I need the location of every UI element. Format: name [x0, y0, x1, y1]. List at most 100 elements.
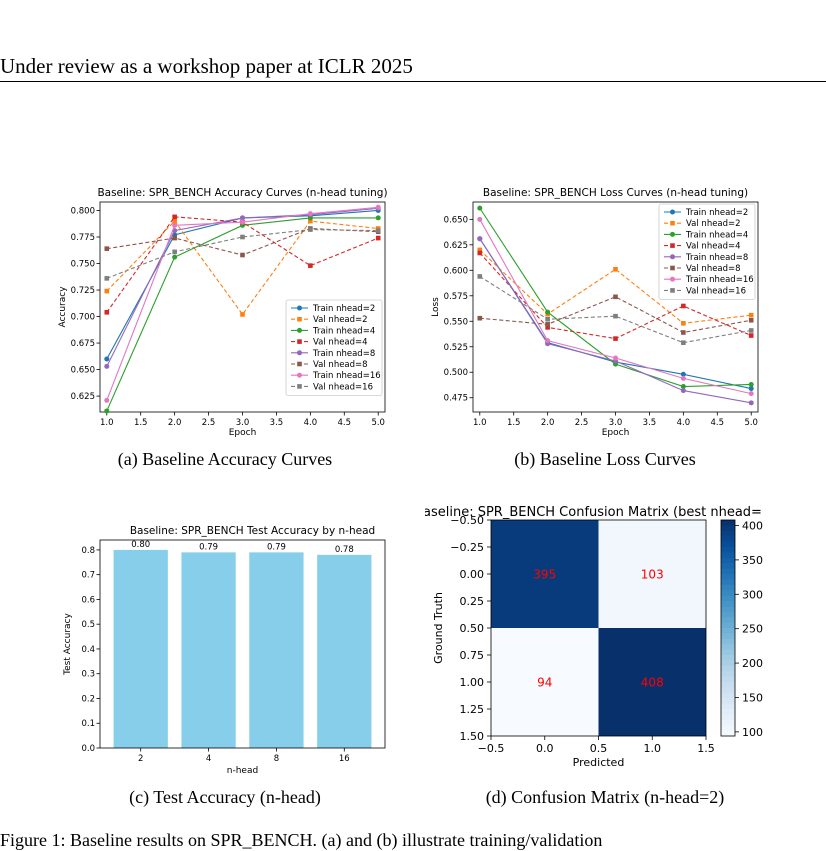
data-point [681, 303, 686, 309]
colorbar-segment [721, 628, 735, 634]
bar-data-label: 0.79 [199, 542, 218, 552]
confusion-matrix-chart: aseline: SPR_BENCH Confusion Matrix (bes… [425, 505, 763, 769]
data-point [477, 236, 483, 242]
colorbar-segment [721, 547, 735, 553]
heatmap-cell [598, 520, 706, 628]
y-tick-label: 0.3 [81, 670, 95, 680]
colorbar-segment [721, 725, 735, 732]
colorbar-segment [721, 649, 735, 656]
colorbar-segment [721, 622, 735, 629]
data-point [748, 400, 754, 406]
data-point [240, 219, 245, 225]
data-point [375, 235, 381, 241]
y-axis-label: Ground Truth [432, 592, 445, 664]
bar-data-label: 0.80 [131, 540, 150, 550]
y-tick-label: 0.50 [460, 622, 485, 635]
data-point [748, 328, 754, 333]
data-point [172, 235, 177, 241]
data-point [240, 252, 245, 258]
legend-marker [297, 372, 302, 378]
data-point [748, 391, 754, 397]
series-line [106, 216, 379, 313]
chart-title: Baseline: SPR_BENCH Loss Curves (n-head … [483, 187, 748, 199]
caption-a: (a) Baseline Accuracy Curves [117, 449, 333, 469]
data-point [477, 274, 483, 279]
data-point [545, 322, 550, 327]
legend-label: Train nhead=4 [312, 326, 375, 336]
data-point [172, 218, 177, 224]
x-tick-label: 4.5 [338, 418, 352, 428]
colorbar-segment [721, 687, 735, 694]
colorbar-segment [721, 579, 735, 586]
legend-label: Val nhead=16 [686, 286, 746, 296]
colorbar-segment [721, 530, 735, 537]
data-point [104, 310, 110, 315]
data-point [681, 321, 686, 326]
colorbar-segment [721, 698, 735, 705]
y-tick-label: 0.800 [71, 206, 95, 216]
legend-label: Train nhead=2 [312, 304, 375, 314]
bar [181, 552, 236, 748]
colorbar-tick-label: 250 [742, 623, 763, 636]
colorbar-tick-label: 150 [742, 691, 763, 704]
x-tick-label: 5.0 [744, 418, 758, 428]
legend-marker [297, 327, 302, 333]
legend-label: Train nhead=4 [685, 230, 748, 240]
legend-marker [670, 220, 675, 226]
y-tick-label: 0.8 [81, 546, 95, 556]
y-tick-label: 0.7 [81, 571, 95, 581]
test-accuracy-chart: Baseline: SPR_BENCH Test Accuracy by n-h… [63, 525, 386, 776]
x-tick-label: 0.5 [590, 742, 608, 755]
y-tick-label: 0.600 [444, 266, 468, 276]
heatmap-cell [598, 628, 706, 736]
y-tick-label: 0.625 [444, 241, 468, 251]
data-point [307, 211, 313, 217]
legend-label: Val nhead=2 [686, 219, 741, 229]
cell-value: 408 [641, 676, 664, 690]
colorbar-segment [721, 655, 735, 661]
legend-label: Train nhead=16 [685, 275, 754, 285]
data-point [477, 315, 483, 321]
colorbar-segment [721, 644, 735, 651]
colorbar-segment [721, 574, 735, 580]
x-axis-label: Predicted [573, 756, 625, 769]
y-tick-label: 0.4 [81, 645, 95, 655]
chart-title: Baseline: SPR_BENCH Accuracy Curves (n-h… [97, 187, 387, 199]
data-point [613, 355, 618, 361]
data-point [104, 397, 110, 403]
colorbar-frame [720, 519, 736, 737]
data-point [680, 384, 686, 390]
legend-label: Train nhead=2 [685, 208, 748, 218]
y-tick-label: 0.25 [460, 595, 485, 608]
plot-frame [99, 539, 386, 749]
bar [249, 552, 304, 748]
data-point [104, 408, 110, 414]
cell-value: 395 [533, 568, 556, 582]
legend-marker [670, 276, 675, 282]
y-tick-label: −0.25 [450, 541, 484, 554]
colorbar-segment [721, 595, 735, 602]
data-point [104, 276, 110, 281]
legend-marker [297, 384, 302, 389]
y-tick-label: 0.625 [71, 392, 95, 402]
legend-marker [297, 350, 302, 356]
colorbar-segment [721, 665, 735, 672]
figure-caption: Figure 1: Baseline results on SPR_BENCH.… [0, 830, 603, 850]
data-point [240, 312, 245, 317]
colorbar-segment [721, 563, 735, 570]
colorbar-segment [721, 541, 735, 548]
data-point [748, 381, 754, 387]
colorbar-segment [721, 719, 735, 726]
x-tick-label: 2.0 [541, 418, 555, 428]
legend-marker [670, 231, 675, 237]
data-point [375, 228, 381, 233]
x-tick-label: 1.0 [644, 742, 662, 755]
y-tick-label: 0.6 [81, 595, 95, 605]
data-point [545, 325, 550, 330]
legend-marker [670, 254, 675, 260]
chart-title: aseline: SPR_BENCH Confusion Matrix (bes… [425, 505, 762, 520]
loss-chart: Baseline: SPR_BENCH Loss Curves (n-head … [431, 187, 759, 438]
x-tick-label: 3.0 [236, 418, 250, 428]
cell-value: 103 [641, 568, 664, 582]
legend-marker [670, 288, 675, 293]
